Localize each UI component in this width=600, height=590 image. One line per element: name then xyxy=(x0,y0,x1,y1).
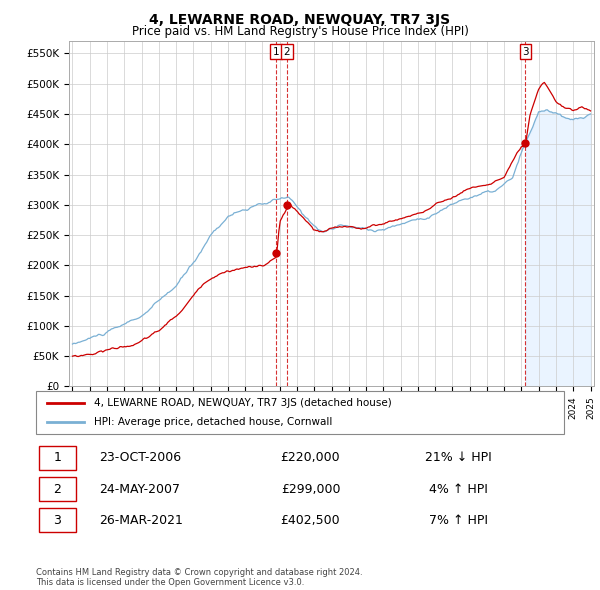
Text: 1: 1 xyxy=(53,451,61,464)
Text: 21% ↓ HPI: 21% ↓ HPI xyxy=(425,451,492,464)
Text: 3: 3 xyxy=(53,514,61,527)
Text: 3: 3 xyxy=(522,47,529,57)
Text: 26-MAR-2021: 26-MAR-2021 xyxy=(100,514,183,527)
Text: 1: 1 xyxy=(273,47,280,57)
FancyBboxPatch shape xyxy=(36,391,564,434)
Text: £299,000: £299,000 xyxy=(281,483,340,496)
Text: 4, LEWARNE ROAD, NEWQUAY, TR7 3JS (detached house): 4, LEWARNE ROAD, NEWQUAY, TR7 3JS (detac… xyxy=(94,398,392,408)
Text: 2: 2 xyxy=(283,47,290,57)
Text: Contains HM Land Registry data © Crown copyright and database right 2024.
This d: Contains HM Land Registry data © Crown c… xyxy=(36,568,362,587)
Text: 7% ↑ HPI: 7% ↑ HPI xyxy=(429,514,488,527)
Text: 4, LEWARNE ROAD, NEWQUAY, TR7 3JS: 4, LEWARNE ROAD, NEWQUAY, TR7 3JS xyxy=(149,13,451,27)
Text: £402,500: £402,500 xyxy=(281,514,340,527)
Text: 24-MAY-2007: 24-MAY-2007 xyxy=(100,483,181,496)
FancyBboxPatch shape xyxy=(38,509,76,532)
Text: 2: 2 xyxy=(53,483,61,496)
FancyBboxPatch shape xyxy=(38,477,76,501)
Text: £220,000: £220,000 xyxy=(281,451,340,464)
FancyBboxPatch shape xyxy=(38,446,76,470)
Text: 4% ↑ HPI: 4% ↑ HPI xyxy=(429,483,488,496)
Text: Price paid vs. HM Land Registry's House Price Index (HPI): Price paid vs. HM Land Registry's House … xyxy=(131,25,469,38)
Text: HPI: Average price, detached house, Cornwall: HPI: Average price, detached house, Corn… xyxy=(94,417,332,427)
Text: 23-OCT-2006: 23-OCT-2006 xyxy=(100,451,181,464)
